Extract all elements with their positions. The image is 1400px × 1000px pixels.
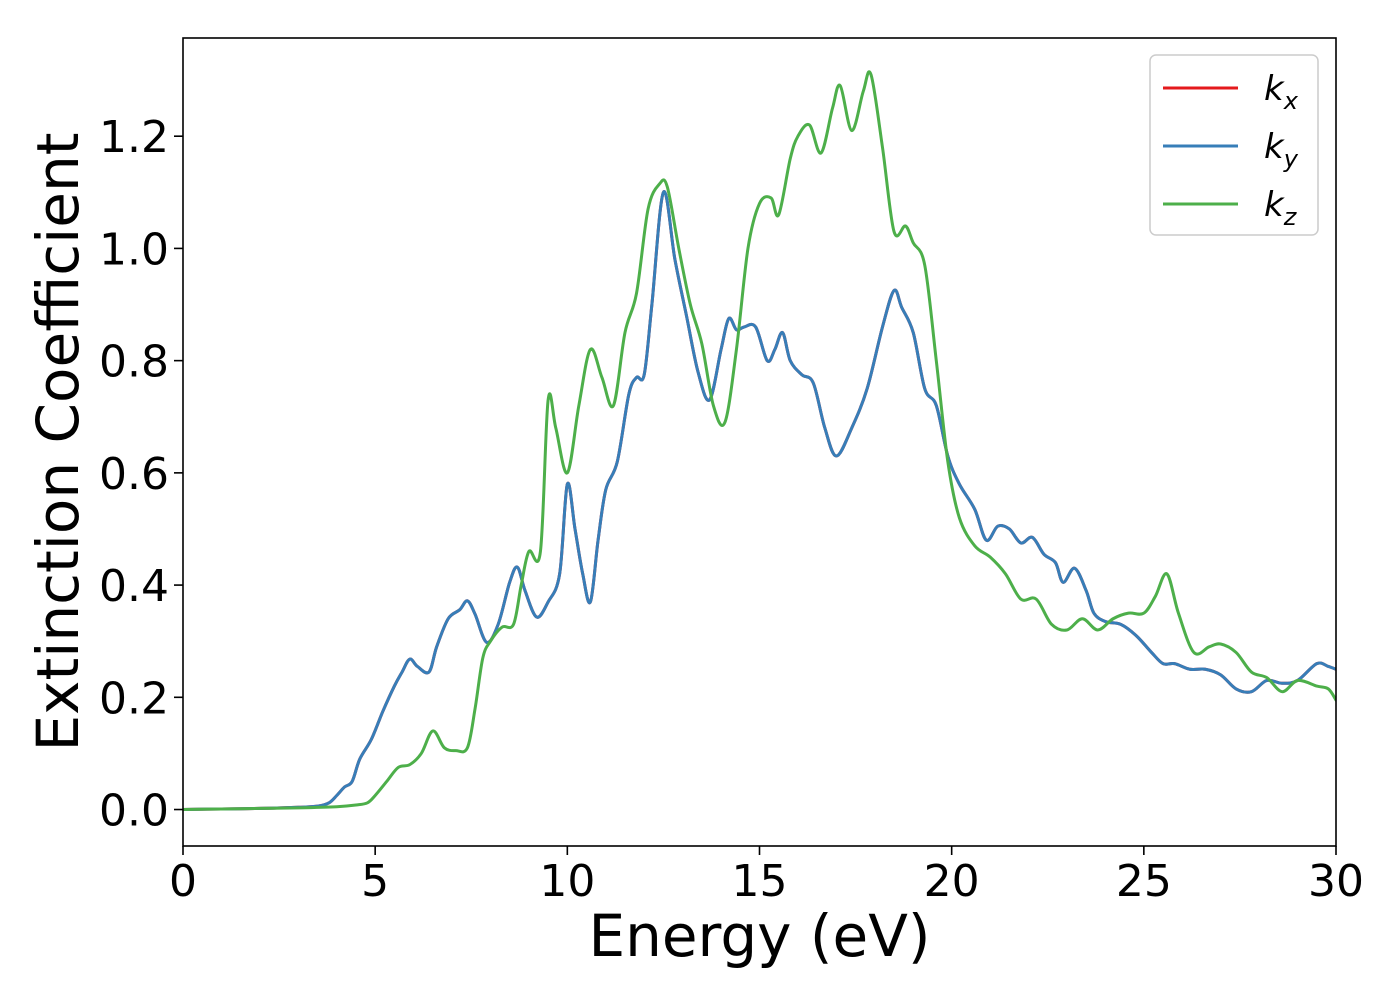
- legend: kx ky kz: [1149, 54, 1319, 236]
- y-axis-label: Extinction Coefficient: [24, 133, 92, 752]
- x-axis: 0 5 10 15 20 25 30: [169, 846, 1364, 907]
- series-line-kx: [183, 190, 1336, 812]
- legend-label-ky: ky: [1264, 127, 1299, 173]
- y-tick-label: 1.2: [99, 112, 169, 163]
- x-tick-label: 0: [169, 856, 197, 907]
- x-tick-label: 30: [1308, 856, 1364, 907]
- legend-label-kx: kx: [1264, 69, 1299, 115]
- legend-label-kz: kz: [1264, 185, 1298, 231]
- x-tick-label: 5: [361, 856, 389, 907]
- y-tick-label: 0.6: [99, 449, 169, 500]
- y-tick-label: 0.8: [99, 337, 169, 388]
- y-tick-label: 1.0: [99, 224, 169, 275]
- x-tick-label: 20: [924, 856, 980, 907]
- y-axis: 0.0 0.2 0.4 0.6 0.8 1.0 1.2: [99, 112, 183, 837]
- series-line-kz: [183, 70, 1336, 812]
- series-layer: [183, 70, 1336, 812]
- x-axis-label: Energy (eV): [588, 902, 930, 970]
- y-tick-label: 0.0: [99, 786, 169, 837]
- x-tick-label: 10: [539, 856, 595, 907]
- series-line-ky: [183, 190, 1336, 812]
- y-tick-label: 0.4: [99, 561, 169, 612]
- x-tick-label: 25: [1116, 856, 1172, 907]
- y-tick-label: 0.2: [99, 673, 169, 724]
- x-tick-label: 15: [732, 856, 788, 907]
